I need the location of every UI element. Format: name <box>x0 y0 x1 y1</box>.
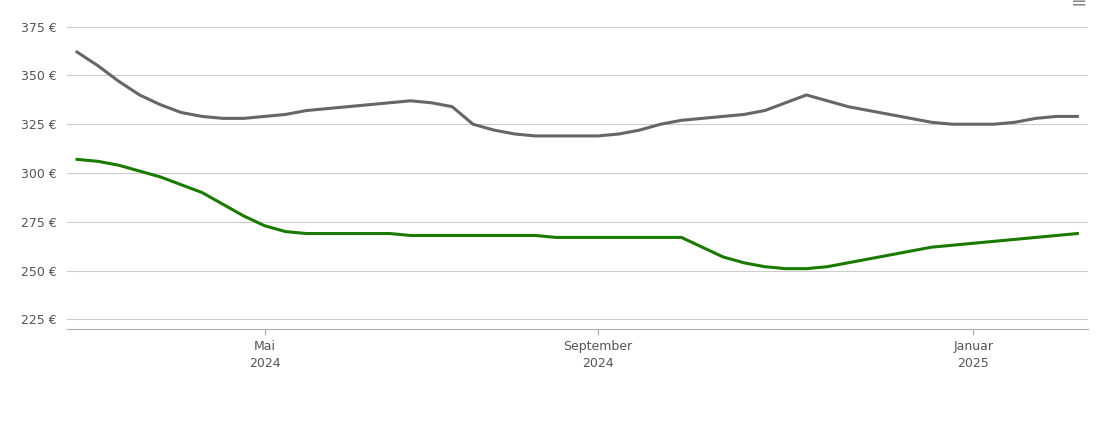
Text: ≡: ≡ <box>1071 0 1088 11</box>
